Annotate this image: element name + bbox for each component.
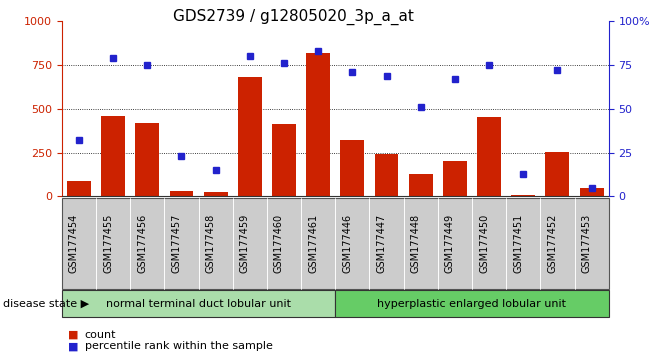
Bar — [374, 154, 398, 196]
Text: GSM177456: GSM177456 — [137, 214, 147, 273]
Text: GSM177447: GSM177447 — [376, 214, 387, 273]
Text: GSM177461: GSM177461 — [308, 214, 318, 273]
Bar — [340, 139, 365, 196]
Text: ■: ■ — [68, 330, 79, 339]
Bar — [546, 152, 570, 196]
Text: GSM177458: GSM177458 — [206, 214, 215, 273]
Text: ■: ■ — [68, 341, 79, 351]
Bar — [272, 124, 296, 196]
Bar — [67, 181, 91, 196]
Text: GSM177454: GSM177454 — [69, 214, 79, 273]
Text: normal terminal duct lobular unit: normal terminal duct lobular unit — [106, 298, 291, 309]
Text: GSM177446: GSM177446 — [342, 214, 352, 273]
Text: GSM177453: GSM177453 — [581, 214, 592, 273]
Bar — [101, 116, 125, 196]
Text: GSM177457: GSM177457 — [171, 214, 182, 273]
Text: GSM177449: GSM177449 — [445, 214, 455, 273]
Bar — [579, 188, 603, 196]
Bar — [135, 123, 159, 196]
Bar — [511, 195, 535, 196]
Bar — [443, 161, 467, 196]
Bar — [477, 117, 501, 196]
Bar — [204, 192, 228, 196]
Bar — [238, 77, 262, 196]
Text: count: count — [85, 330, 116, 339]
Text: GSM177452: GSM177452 — [547, 214, 557, 273]
Text: GSM177460: GSM177460 — [274, 214, 284, 273]
Bar — [409, 174, 433, 196]
Text: hyperplastic enlarged lobular unit: hyperplastic enlarged lobular unit — [378, 298, 566, 309]
Text: GSM177450: GSM177450 — [479, 214, 489, 273]
Text: disease state ▶: disease state ▶ — [3, 298, 89, 309]
Text: percentile rank within the sample: percentile rank within the sample — [85, 341, 273, 351]
Text: GSM177451: GSM177451 — [513, 214, 523, 273]
Text: GSM177455: GSM177455 — [103, 214, 113, 273]
Text: GDS2739 / g12805020_3p_a_at: GDS2739 / g12805020_3p_a_at — [173, 9, 413, 25]
Bar — [169, 191, 193, 196]
Text: GSM177448: GSM177448 — [411, 214, 421, 273]
Text: GSM177459: GSM177459 — [240, 214, 250, 273]
Bar — [306, 53, 330, 196]
